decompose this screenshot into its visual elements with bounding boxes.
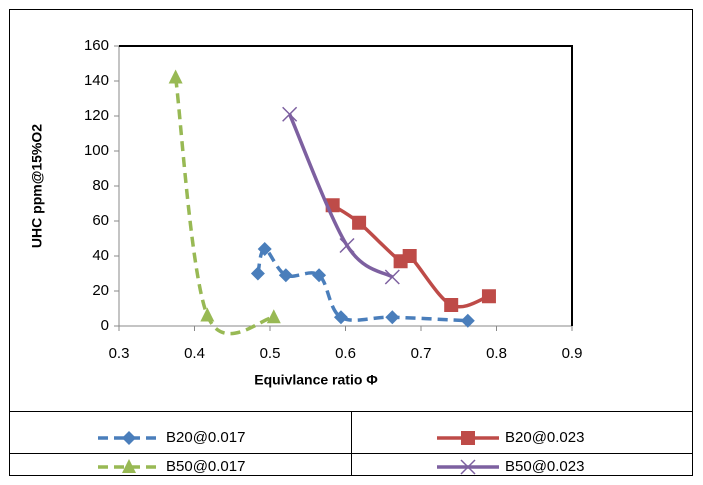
y-tick-label: 160 bbox=[84, 37, 109, 54]
marker bbox=[250, 266, 265, 281]
x-tick-label: 0.4 bbox=[184, 345, 205, 362]
marker bbox=[168, 69, 183, 84]
legend-label: B20@0.023 bbox=[505, 429, 584, 446]
y-tick-label: 140 bbox=[84, 72, 109, 89]
y-tick-label: 120 bbox=[84, 107, 109, 124]
y-tick-label: 60 bbox=[92, 212, 109, 229]
marker bbox=[312, 268, 327, 283]
series-line bbox=[288, 113, 394, 279]
x-tick-label: 0.8 bbox=[486, 345, 507, 362]
legend-marker bbox=[461, 431, 475, 445]
marker bbox=[352, 215, 367, 230]
x-tick-label: 0.7 bbox=[411, 345, 432, 362]
marker bbox=[333, 310, 348, 325]
marker bbox=[200, 307, 215, 322]
y-tick-label: 20 bbox=[92, 282, 109, 299]
x-tick-label: 0.3 bbox=[109, 345, 130, 362]
y-tick-label: 0 bbox=[101, 317, 109, 334]
marker bbox=[402, 249, 417, 263]
legend-marker bbox=[460, 459, 476, 475]
marker bbox=[257, 242, 272, 256]
plot-frame bbox=[119, 45, 573, 326]
x-axis-title: Equivlance ratio Φ bbox=[254, 372, 378, 388]
series-line bbox=[173, 77, 275, 336]
marker bbox=[282, 106, 298, 122]
marker bbox=[278, 268, 293, 283]
legend-label: B50@0.023 bbox=[505, 458, 584, 475]
marker bbox=[481, 289, 496, 304]
legend-marker bbox=[122, 459, 136, 473]
marker bbox=[444, 298, 459, 312]
marker bbox=[266, 309, 281, 324]
marker bbox=[384, 269, 400, 285]
y-tick-label: 80 bbox=[92, 177, 109, 194]
y-tick-label: 40 bbox=[92, 247, 109, 264]
x-tick-label: 0.9 bbox=[562, 345, 583, 362]
legend-label: B20@0.017 bbox=[166, 429, 245, 446]
x-tick-label: 0.5 bbox=[260, 345, 281, 362]
x-tick-label: 0.6 bbox=[335, 345, 356, 362]
marker bbox=[460, 313, 475, 328]
legend-marker bbox=[122, 431, 136, 445]
y-axis-title: UHC ppm@15%O2 bbox=[29, 124, 45, 248]
marker bbox=[339, 237, 355, 254]
marker bbox=[385, 310, 400, 325]
y-tick-label: 100 bbox=[84, 142, 109, 159]
legend-label: B50@0.017 bbox=[166, 458, 245, 475]
